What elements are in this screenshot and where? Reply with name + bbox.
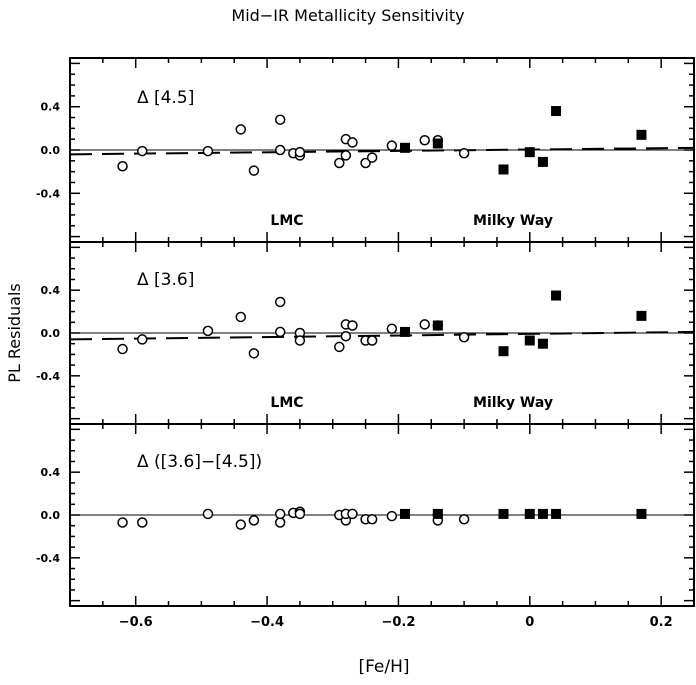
data-point-filled-square — [636, 508, 647, 519]
data-point-open-circle — [235, 311, 247, 323]
data-point-filled-square — [399, 326, 410, 337]
data-point-open-circle — [202, 508, 214, 520]
data-point-open-circle — [458, 332, 470, 343]
x-tick-label: 0.2 — [650, 615, 673, 630]
data-point-open-circle — [458, 147, 470, 159]
data-point-open-circle — [117, 160, 128, 172]
x-axis-label: [Fe/H] — [358, 657, 409, 677]
x-tick-label: −0.6 — [119, 615, 153, 630]
data-point-open-circle — [347, 320, 358, 331]
y-tick-label: 0.4 — [41, 466, 61, 479]
data-point-open-circle — [248, 348, 260, 359]
chart-title: Mid−IR Metallicity Sensitivity — [231, 6, 465, 25]
data-point-open-circle — [274, 296, 286, 308]
data-point-filled-square — [551, 508, 562, 519]
panel-label: Δ [4.5] — [137, 88, 194, 108]
data-point-open-circle — [386, 510, 398, 522]
data-point-open-circle — [294, 508, 306, 520]
data-point-open-circle — [340, 330, 352, 342]
data-point-filled-square — [551, 106, 562, 117]
data-point-open-circle — [274, 114, 286, 125]
data-point-open-circle — [294, 335, 306, 346]
panel-annotation: Milky Way — [473, 395, 553, 411]
data-point-open-circle — [235, 124, 247, 135]
data-point-filled-square — [524, 335, 535, 346]
y-axis-label: PL Residuals — [5, 283, 24, 383]
data-point-filled-square — [524, 508, 535, 519]
data-point-open-circle — [419, 319, 430, 330]
data-point-open-circle — [458, 514, 470, 525]
data-point-open-circle — [117, 517, 128, 528]
x-tick-label: −0.4 — [250, 615, 284, 630]
data-point-open-circle — [274, 326, 286, 338]
data-point-open-circle — [202, 325, 214, 337]
y-tick-label: 0.4 — [41, 101, 61, 114]
panel-annotation: LMC — [270, 213, 303, 229]
panel-3: -0.4 0.0 0.4 −0.6 −0.4 −0.2 0 0.2 Δ ([3.6]−[4.5]… — [36, 423, 695, 630]
data-point-open-circle — [386, 140, 398, 151]
y-tick-label: 0.4 — [41, 284, 61, 297]
data-point-filled-square — [432, 320, 443, 331]
data-point-open-circle — [360, 157, 371, 169]
data-point-open-circle — [137, 334, 148, 345]
x-tick-label: −0.2 — [381, 615, 415, 630]
y-tick-label: -0.4 — [36, 187, 60, 200]
y-tick-label: 0.0 — [41, 509, 61, 522]
data-point-filled-square — [524, 147, 535, 158]
y-tick-label: -0.4 — [36, 370, 60, 383]
data-point-filled-square — [498, 346, 509, 357]
y-tick-label: 0.0 — [41, 327, 61, 340]
data-point-filled-square — [551, 290, 562, 301]
data-point-open-circle — [117, 343, 128, 355]
fit-line — [69, 146, 695, 156]
data-point-open-circle — [137, 145, 148, 157]
data-point-open-circle — [386, 323, 398, 334]
data-point-open-circle — [347, 508, 358, 520]
data-point-filled-square — [537, 338, 548, 349]
panel-label: Δ [3.6] — [137, 270, 194, 290]
data-point-open-circle — [366, 335, 378, 346]
data-point-open-circle — [274, 144, 286, 156]
data-point-open-circle — [248, 165, 260, 176]
data-point-filled-square — [636, 310, 647, 321]
fit-line — [69, 330, 695, 341]
data-point-filled-square — [399, 508, 410, 519]
data-point-open-circle — [274, 517, 286, 528]
data-point-open-circle — [294, 146, 306, 158]
data-point-open-circle — [334, 341, 345, 353]
y-tick-label: 0.0 — [41, 144, 61, 157]
data-point-open-circle — [340, 150, 352, 161]
data-point-filled-square — [537, 156, 548, 167]
data-point-filled-square — [399, 142, 410, 153]
data-point-open-circle — [334, 157, 345, 169]
data-point-open-circle — [248, 515, 260, 526]
data-point-filled-square — [498, 508, 509, 519]
data-point-open-circle — [235, 519, 247, 530]
panel-label: Δ ([3.6]−[4.5]) — [137, 452, 262, 472]
panel-2: -0.4 0.0 0.4 Δ [3.6] LMC Milky Way — [36, 241, 695, 425]
data-point-open-circle — [274, 508, 286, 520]
data-point-open-circle — [202, 145, 214, 157]
data-point-filled-square — [498, 164, 509, 175]
data-point-filled-square — [537, 508, 548, 519]
x-tick-label: 0 — [525, 615, 534, 630]
data-point-open-circle — [366, 152, 378, 163]
data-point-filled-square — [432, 138, 443, 149]
data-point-open-circle — [366, 514, 378, 525]
data-point-filled-square — [636, 129, 647, 140]
data-point-open-circle — [419, 135, 430, 146]
panel-annotation: LMC — [270, 395, 303, 411]
panel-1: -0.4 0.0 0.4 Δ [4.5] LMC Milky Way — [36, 57, 695, 243]
data-point-open-circle — [347, 137, 358, 148]
data-point-open-circle — [137, 517, 148, 528]
data-point-filled-square — [432, 508, 443, 519]
panel-annotation: Milky Way — [473, 213, 553, 229]
y-tick-label: -0.4 — [36, 552, 60, 565]
